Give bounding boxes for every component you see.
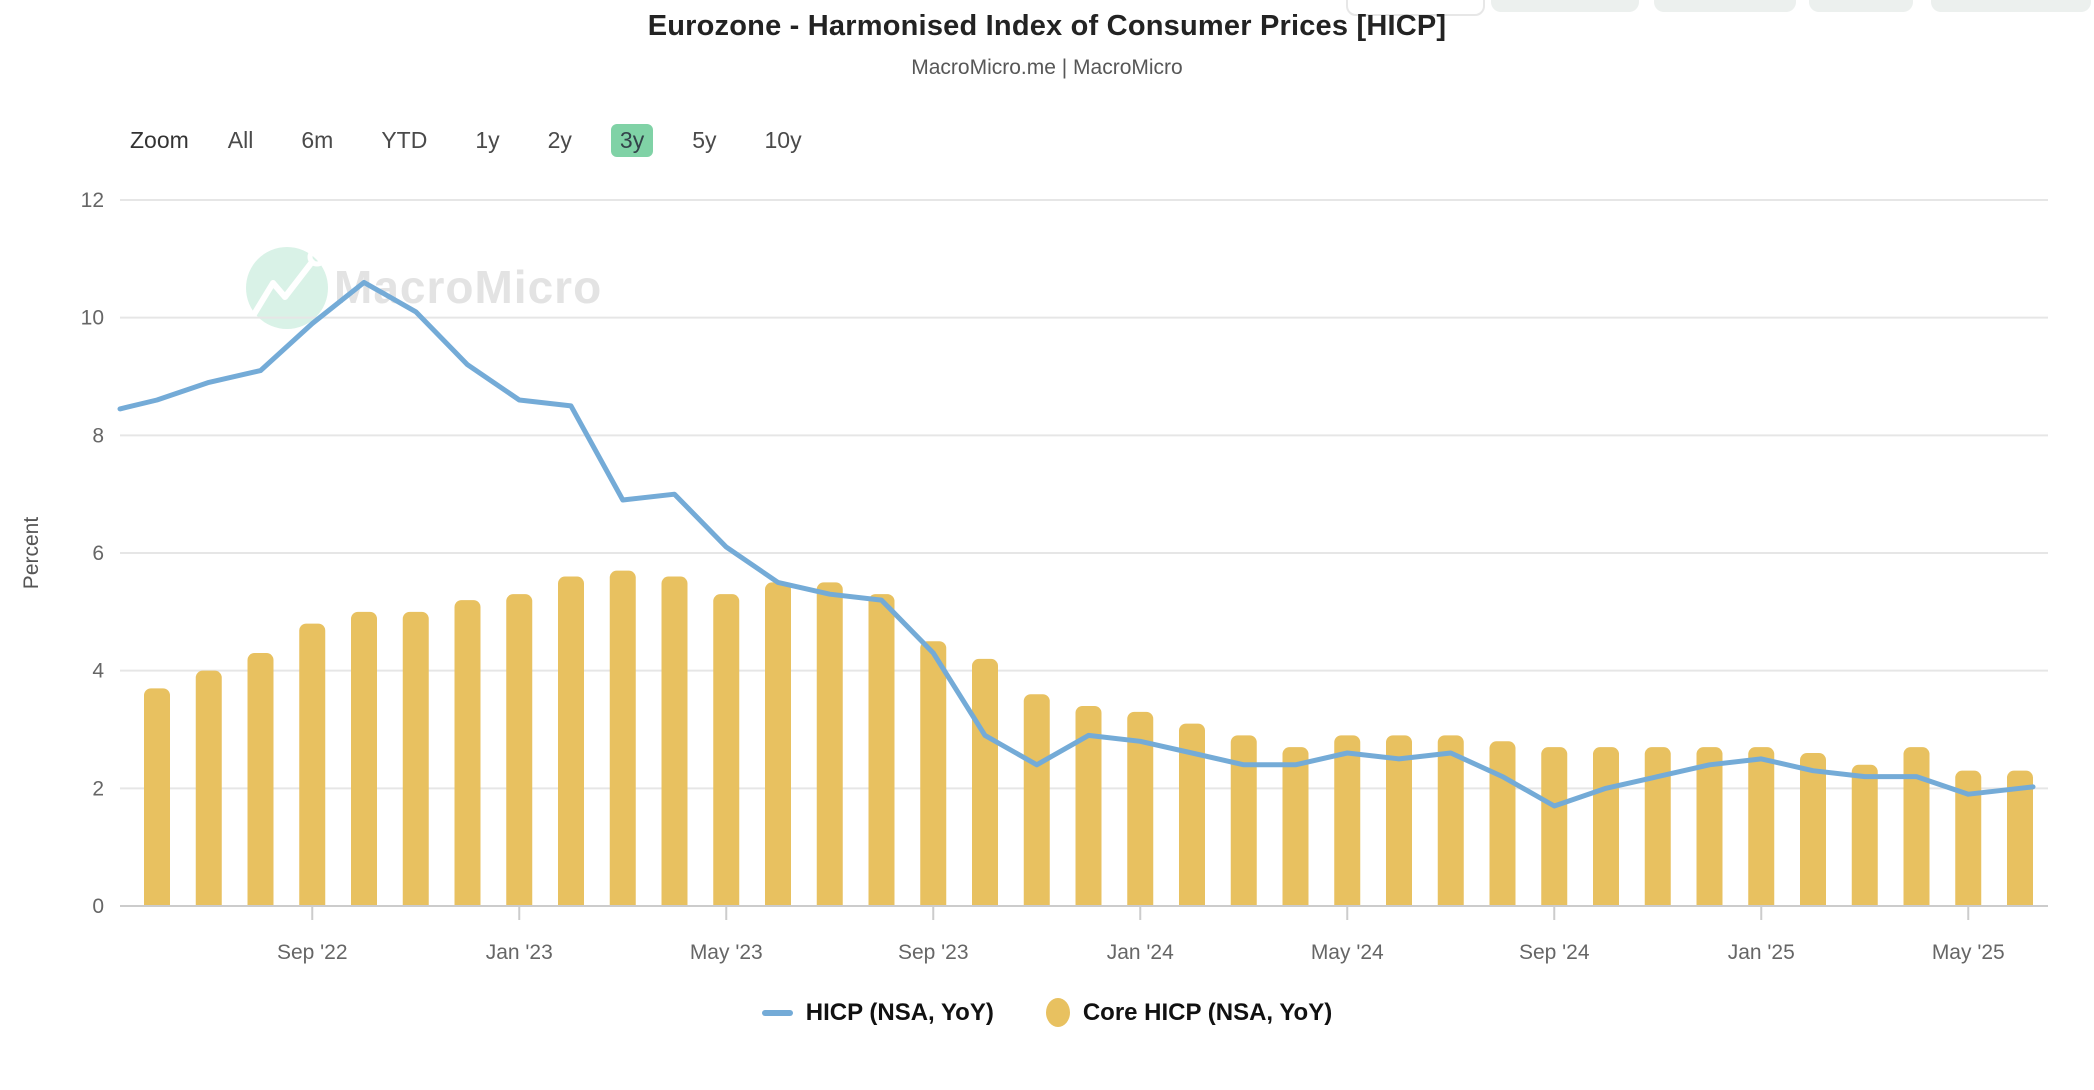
y-axis-tick-label: 8 bbox=[92, 424, 104, 447]
hicp-line-series[interactable] bbox=[117, 279, 2036, 809]
bar-2023-11[interactable] bbox=[1023, 694, 1050, 918]
bar-2022-12[interactable] bbox=[454, 600, 481, 918]
bar-2022-07[interactable] bbox=[195, 670, 222, 918]
bar-2025-06[interactable] bbox=[2007, 770, 2033, 918]
y-axis-tick-label: 4 bbox=[92, 660, 104, 683]
bar-2024-10[interactable] bbox=[1593, 747, 1619, 918]
bar-2025-02[interactable] bbox=[1800, 753, 1826, 918]
toolbar-chip-button[interactable] bbox=[1346, 0, 1485, 16]
x-axis-label: Jan '25 bbox=[1728, 941, 1795, 964]
legend-item-hicp[interactable]: HICP (NSA, YoY) bbox=[761, 998, 994, 1027]
y-axis-tick-label: 12 bbox=[81, 189, 104, 212]
range-button-1y[interactable]: 1y bbox=[475, 127, 500, 153]
bar-2023-07[interactable] bbox=[816, 582, 843, 918]
bar-2025-03[interactable] bbox=[1851, 764, 1878, 918]
bar-2024-01[interactable] bbox=[1127, 711, 1154, 918]
zoom-range-toolbar: Zoom All 6m YTD 1y 2y 3y 5y 10y bbox=[130, 124, 811, 157]
bar-2023-06[interactable] bbox=[765, 582, 791, 918]
bar-2024-05[interactable] bbox=[1334, 735, 1361, 918]
legend-label-hicp: HICP (NSA, YoY) bbox=[805, 998, 994, 1026]
bar-2024-04[interactable] bbox=[1282, 747, 1309, 918]
bar-2024-07[interactable] bbox=[1437, 735, 1464, 918]
y-axis-tick-label: 10 bbox=[81, 307, 104, 330]
x-axis-label: May '23 bbox=[690, 941, 763, 964]
bar-2023-10[interactable] bbox=[972, 658, 998, 918]
y-axis-tick-label: 0 bbox=[92, 895, 104, 918]
bar-2023-09[interactable] bbox=[920, 641, 947, 918]
x-axis-label: Sep '24 bbox=[1519, 941, 1590, 964]
core-hicp-circle-marker-icon bbox=[1045, 998, 1070, 1027]
bar-2023-01[interactable] bbox=[506, 594, 533, 918]
toolbar-chip-button[interactable] bbox=[1809, 0, 1913, 12]
x-axis-label: Jan '24 bbox=[1107, 941, 1174, 964]
bar-2024-08[interactable] bbox=[1489, 741, 1516, 918]
bar-2025-04[interactable] bbox=[1903, 747, 1930, 918]
bar-2025-01[interactable] bbox=[1748, 747, 1775, 918]
bar-2024-06[interactable] bbox=[1386, 735, 1412, 918]
legend-item-core-hicp[interactable]: Core HICP (NSA, YoY) bbox=[1045, 998, 1333, 1027]
y-axis-tick-label: 6 bbox=[92, 542, 104, 565]
bar-2022-11[interactable] bbox=[402, 611, 429, 918]
bar-2022-09[interactable] bbox=[299, 623, 326, 918]
range-button-all[interactable]: All bbox=[227, 127, 254, 153]
bar-2024-12[interactable] bbox=[1696, 747, 1723, 918]
bar-2024-09[interactable] bbox=[1541, 747, 1568, 918]
bar-2023-08[interactable] bbox=[868, 594, 895, 918]
x-axis-label: May '24 bbox=[1311, 941, 1384, 964]
bar-2023-05[interactable] bbox=[713, 594, 740, 918]
bar-2022-06[interactable] bbox=[144, 688, 170, 918]
page-subtitle: MacroMicro.me | MacroMicro bbox=[911, 56, 1183, 79]
range-button-5y[interactable]: 5y bbox=[692, 127, 717, 153]
toolbar-chip-button[interactable] bbox=[1654, 0, 1796, 12]
range-button-10y[interactable]: 10y bbox=[764, 127, 802, 153]
bar-2024-03[interactable] bbox=[1230, 735, 1257, 918]
bar-2024-02[interactable] bbox=[1179, 723, 1205, 918]
range-button-3y[interactable]: 3y bbox=[610, 124, 654, 157]
x-axis-label: Sep '22 bbox=[277, 941, 348, 964]
legend-label-core-hicp: Core HICP (NSA, YoY) bbox=[1082, 998, 1333, 1026]
page-title: Eurozone - Harmonised Index of Consumer … bbox=[647, 10, 1447, 42]
bar-2022-08[interactable] bbox=[247, 653, 274, 918]
bar-2024-11[interactable] bbox=[1644, 747, 1671, 918]
bar-2022-10[interactable] bbox=[351, 611, 377, 918]
hicp-line-marker-icon bbox=[761, 1009, 793, 1016]
chart-legend: HICP (NSA, YoY) Core HICP (NSA, YoY) bbox=[0, 998, 2094, 1027]
toolbar-chip-button[interactable] bbox=[1931, 0, 2091, 12]
bar-2023-12[interactable] bbox=[1075, 705, 1102, 918]
range-button-2y[interactable]: 2y bbox=[547, 127, 572, 153]
y-axis-tick-label: 2 bbox=[92, 777, 104, 800]
x-axis-label: Sep '23 bbox=[898, 941, 969, 964]
bar-2023-02[interactable] bbox=[558, 576, 584, 918]
core-hicp-bar-series[interactable] bbox=[144, 570, 2033, 918]
range-button-6m[interactable]: 6m bbox=[301, 127, 334, 153]
toolbar-chip-button[interactable] bbox=[1491, 0, 1639, 12]
bar-2023-03[interactable] bbox=[609, 570, 636, 918]
macromicro-watermark: MacroMicro bbox=[246, 247, 602, 329]
x-axis-label: May '25 bbox=[1932, 941, 2005, 964]
x-axis-label: Jan '23 bbox=[486, 941, 553, 964]
y-axis-title: Percent bbox=[20, 517, 43, 590]
bar-2023-04[interactable] bbox=[661, 576, 688, 918]
range-button-ytd[interactable]: YTD bbox=[381, 127, 428, 153]
svg-text:MacroMicro: MacroMicro bbox=[334, 261, 602, 313]
bar-2025-05[interactable] bbox=[1955, 770, 1982, 918]
zoom-toolbar-label: Zoom bbox=[130, 127, 189, 153]
